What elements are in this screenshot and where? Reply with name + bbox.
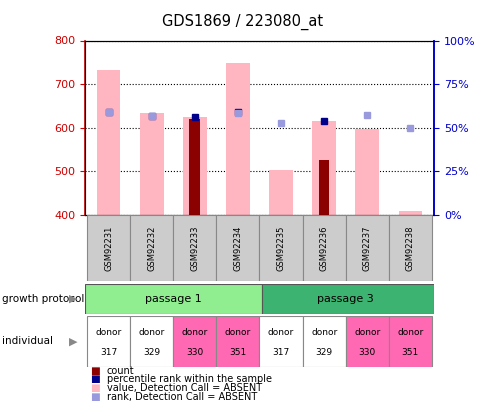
Text: growth protocol: growth protocol xyxy=(2,294,85,304)
Text: donor: donor xyxy=(396,328,423,337)
Text: 330: 330 xyxy=(358,348,375,357)
Text: ▶: ▶ xyxy=(68,294,77,304)
Bar xyxy=(269,170,292,215)
Text: ■: ■ xyxy=(90,384,99,393)
Bar xyxy=(345,316,388,367)
Text: passage 3: passage 3 xyxy=(317,294,373,304)
Text: ▶: ▶ xyxy=(68,336,77,346)
Text: GDS1869 / 223080_at: GDS1869 / 223080_at xyxy=(162,14,322,30)
Bar xyxy=(302,316,345,367)
Bar xyxy=(302,215,345,281)
Text: GSM92233: GSM92233 xyxy=(190,225,199,271)
Text: 330: 330 xyxy=(186,348,203,357)
Text: value, Detection Call = ABSENT: value, Detection Call = ABSENT xyxy=(106,384,261,393)
Text: count: count xyxy=(106,366,134,375)
Bar xyxy=(355,129,378,215)
Text: donor: donor xyxy=(353,328,379,337)
Bar xyxy=(345,215,388,281)
Bar xyxy=(189,119,200,215)
Text: GSM92237: GSM92237 xyxy=(362,225,371,271)
Text: donor: donor xyxy=(182,328,208,337)
Bar xyxy=(388,316,431,367)
Bar xyxy=(388,215,431,281)
Bar xyxy=(216,215,259,281)
Text: donor: donor xyxy=(267,328,294,337)
Bar xyxy=(259,316,302,367)
Text: 329: 329 xyxy=(315,348,332,357)
Text: donor: donor xyxy=(138,328,165,337)
Bar xyxy=(261,284,433,314)
Text: rank, Detection Call = ABSENT: rank, Detection Call = ABSENT xyxy=(106,392,257,402)
Text: 317: 317 xyxy=(100,348,117,357)
Text: GSM92234: GSM92234 xyxy=(233,225,242,271)
Bar xyxy=(216,316,259,367)
Text: donor: donor xyxy=(95,328,121,337)
Bar xyxy=(398,211,422,215)
Bar xyxy=(312,121,335,215)
Bar xyxy=(139,113,163,215)
Bar xyxy=(96,70,120,215)
Bar xyxy=(259,215,302,281)
Text: GSM92231: GSM92231 xyxy=(104,225,113,271)
Bar xyxy=(130,215,173,281)
Text: percentile rank within the sample: percentile rank within the sample xyxy=(106,375,271,384)
Text: individual: individual xyxy=(2,336,53,346)
Text: 329: 329 xyxy=(143,348,160,357)
Text: donor: donor xyxy=(224,328,251,337)
Bar xyxy=(87,215,130,281)
Text: ■: ■ xyxy=(90,366,99,375)
Bar xyxy=(318,160,329,215)
Text: GSM92235: GSM92235 xyxy=(276,225,285,271)
Text: GSM92236: GSM92236 xyxy=(319,225,328,271)
Bar xyxy=(173,215,216,281)
Bar xyxy=(226,63,249,215)
Text: 351: 351 xyxy=(401,348,418,357)
Text: 351: 351 xyxy=(229,348,246,357)
Text: ■: ■ xyxy=(90,392,99,402)
Bar xyxy=(87,316,130,367)
Text: GSM92238: GSM92238 xyxy=(405,225,414,271)
Text: donor: donor xyxy=(310,328,336,337)
Bar xyxy=(182,117,206,215)
Bar xyxy=(130,316,173,367)
Text: GSM92232: GSM92232 xyxy=(147,225,156,271)
Bar xyxy=(173,316,216,367)
Bar xyxy=(85,284,261,314)
Text: 317: 317 xyxy=(272,348,289,357)
Text: ■: ■ xyxy=(90,375,99,384)
Text: passage 1: passage 1 xyxy=(145,294,201,304)
